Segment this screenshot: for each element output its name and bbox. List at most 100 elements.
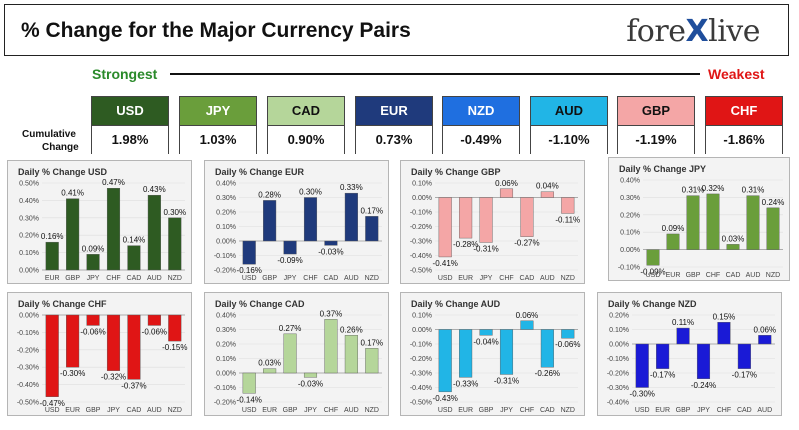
y-tick-label: 0.50% <box>19 181 39 188</box>
y-tick-label: -0.20% <box>214 400 236 407</box>
x-tick-label: USD <box>646 272 661 279</box>
data-label: -0.14% <box>237 395 262 404</box>
data-label: -0.37% <box>121 381 146 390</box>
x-tick-label: CHF <box>717 407 731 414</box>
x-tick-label: AUD <box>147 275 162 282</box>
y-tick-label: 0.40% <box>216 313 236 320</box>
x-tick-label: CAD <box>324 275 339 282</box>
chart-panel-cad: Daily % Change CAD 0.40% 0.30% 0.20% 0.10% 0.… <box>204 292 389 416</box>
bar-chart: Daily % Change CHF 0.00% -0.10% -0.20% -0.30… <box>17 299 188 414</box>
x-tick-label: CHF <box>106 275 120 282</box>
bar <box>303 372 318 378</box>
y-tick-label: -0.10% <box>410 210 432 217</box>
x-tick-label: GBP <box>283 407 298 414</box>
x-tick-label: USD <box>438 407 453 414</box>
bar <box>666 233 680 250</box>
y-tick-label: 0.30% <box>216 327 236 334</box>
x-tick-label: AUD <box>757 407 772 414</box>
bar-chart: Daily % Change USD0.50%0.40%0.30%0.20%0.… <box>18 167 186 282</box>
currency-box-eur: EUR 0.73% <box>355 96 433 154</box>
x-tick-label: JPY <box>107 407 120 414</box>
data-label: -0.17% <box>650 371 675 380</box>
chart-panel-jpy: Daily % Change JPY 0.40% 0.30% 0.20% 0.10% 0.… <box>608 157 790 281</box>
y-tick-label: 0.10% <box>216 356 236 363</box>
x-tick-label: CAD <box>726 272 741 279</box>
x-tick-label: NZD <box>168 407 182 414</box>
y-tick-label: -0.30% <box>17 365 39 372</box>
data-label: -0.06% <box>142 327 167 336</box>
bar <box>686 195 700 250</box>
data-label: -0.30% <box>630 390 655 399</box>
data-label: 0.14% <box>123 236 146 245</box>
bar <box>561 197 575 214</box>
cumulative-change-value: -0.49% <box>443 126 519 154</box>
chart-panel-usd: Daily % Change USD 0.50% 0.40% 0.30% 0.20% 0.… <box>7 160 192 284</box>
bar <box>459 197 473 239</box>
x-tick-label: AUD <box>344 407 359 414</box>
data-label: 0.32% <box>702 184 725 193</box>
cumulative-change-label: Cumulative Change <box>22 129 79 153</box>
x-tick-label: JPY <box>480 275 493 282</box>
bar <box>283 240 297 255</box>
chart-title: Daily % Change AUD <box>411 299 501 309</box>
bar <box>520 320 534 330</box>
bar <box>127 245 141 271</box>
x-tick-label: GBP <box>676 407 691 414</box>
x-tick-label: GBP <box>262 275 277 282</box>
bar-chart: Daily % Change EUR 0.40% 0.30% 0.20% 0.10% 0.… <box>214 167 383 282</box>
x-tick-label: CHF <box>303 275 317 282</box>
bar <box>696 343 711 379</box>
x-tick-label: USD <box>242 407 257 414</box>
data-label: 0.26% <box>340 325 363 334</box>
page-title: % Change for the Major Currency Pairs <box>21 19 411 42</box>
y-tick-label: 0.10% <box>19 250 39 257</box>
strength-scale-line <box>170 73 700 75</box>
x-tick-label: NZD <box>561 275 575 282</box>
y-tick-label: 0.10% <box>216 224 236 231</box>
x-tick-label: CHF <box>324 407 338 414</box>
currency-box-cad: CAD 0.90% <box>267 96 345 154</box>
data-label: -0.16% <box>237 266 262 275</box>
chart-title: Daily % Change NZD <box>608 299 697 309</box>
y-tick-label: -0.20% <box>214 268 236 275</box>
bar <box>45 241 59 271</box>
bar <box>324 319 338 374</box>
bar <box>242 372 256 394</box>
y-tick-label: 0.20% <box>216 210 236 217</box>
x-tick-label: EUR <box>65 407 80 414</box>
data-label: 0.28% <box>258 190 281 199</box>
bar <box>168 314 182 342</box>
weakest-label: Weakest <box>708 66 765 82</box>
bar <box>758 335 772 345</box>
bar <box>106 314 121 371</box>
x-tick-label: JPY <box>284 275 297 282</box>
data-label: 0.27% <box>279 324 302 333</box>
bar <box>520 197 534 237</box>
chart-title: Daily % Change EUR <box>215 167 305 177</box>
chart-title: Daily % Change CAD <box>215 299 305 309</box>
x-tick-label: JPY <box>697 407 710 414</box>
y-tick-label: -0.50% <box>17 400 39 407</box>
y-tick-label: 0.00% <box>19 313 39 320</box>
bar <box>561 329 575 339</box>
y-tick-label: 0.40% <box>216 181 236 188</box>
bar <box>499 329 514 375</box>
bar <box>737 343 751 369</box>
x-tick-label: EUR <box>458 407 473 414</box>
y-tick-label: -0.40% <box>17 382 39 389</box>
cumulative-change-value: -1.19% <box>618 126 694 154</box>
bar <box>86 254 100 271</box>
data-label: 0.30% <box>299 188 322 197</box>
data-label: -0.09% <box>640 267 665 276</box>
bar <box>540 329 554 368</box>
data-label: 0.04% <box>536 182 559 191</box>
data-label: 0.37% <box>320 309 343 318</box>
y-tick-label: 0.20% <box>216 342 236 349</box>
bar <box>479 197 493 243</box>
y-tick-label: 0.20% <box>620 212 640 219</box>
bar <box>365 216 379 242</box>
bar <box>717 322 731 345</box>
data-label: 0.06% <box>753 325 776 334</box>
y-tick-label: 0.30% <box>216 195 236 202</box>
data-label: 0.11% <box>672 318 694 327</box>
